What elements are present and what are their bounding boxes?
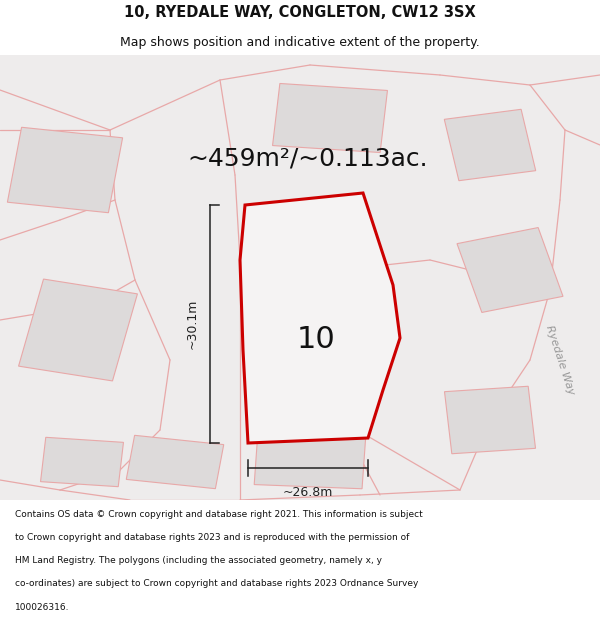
- Polygon shape: [272, 84, 388, 152]
- Polygon shape: [41, 438, 124, 487]
- Text: to Crown copyright and database rights 2023 and is reproduced with the permissio: to Crown copyright and database rights 2…: [15, 533, 409, 542]
- Text: Ryedale Way: Ryedale Way: [544, 324, 576, 396]
- Text: 10, RYEDALE WAY, CONGLETON, CW12 3SX: 10, RYEDALE WAY, CONGLETON, CW12 3SX: [124, 4, 476, 19]
- Polygon shape: [268, 310, 362, 422]
- Text: 100026316.: 100026316.: [15, 602, 70, 611]
- Polygon shape: [19, 279, 137, 381]
- Text: HM Land Registry. The polygons (including the associated geometry, namely x, y: HM Land Registry. The polygons (includin…: [15, 556, 382, 565]
- Polygon shape: [126, 436, 224, 489]
- Text: ~459m²/~0.113ac.: ~459m²/~0.113ac.: [188, 146, 428, 170]
- Text: ~30.1m: ~30.1m: [185, 299, 199, 349]
- Polygon shape: [445, 386, 536, 454]
- Polygon shape: [457, 228, 563, 312]
- Text: ~26.8m: ~26.8m: [283, 486, 333, 499]
- Text: Contains OS data © Crown copyright and database right 2021. This information is : Contains OS data © Crown copyright and d…: [15, 510, 423, 519]
- Polygon shape: [444, 109, 536, 181]
- Text: co-ordinates) are subject to Crown copyright and database rights 2023 Ordnance S: co-ordinates) are subject to Crown copyr…: [15, 579, 418, 588]
- Polygon shape: [240, 193, 400, 443]
- Polygon shape: [7, 127, 122, 212]
- Text: 10: 10: [296, 326, 335, 354]
- Text: Map shows position and indicative extent of the property.: Map shows position and indicative extent…: [120, 36, 480, 49]
- Polygon shape: [254, 431, 366, 489]
